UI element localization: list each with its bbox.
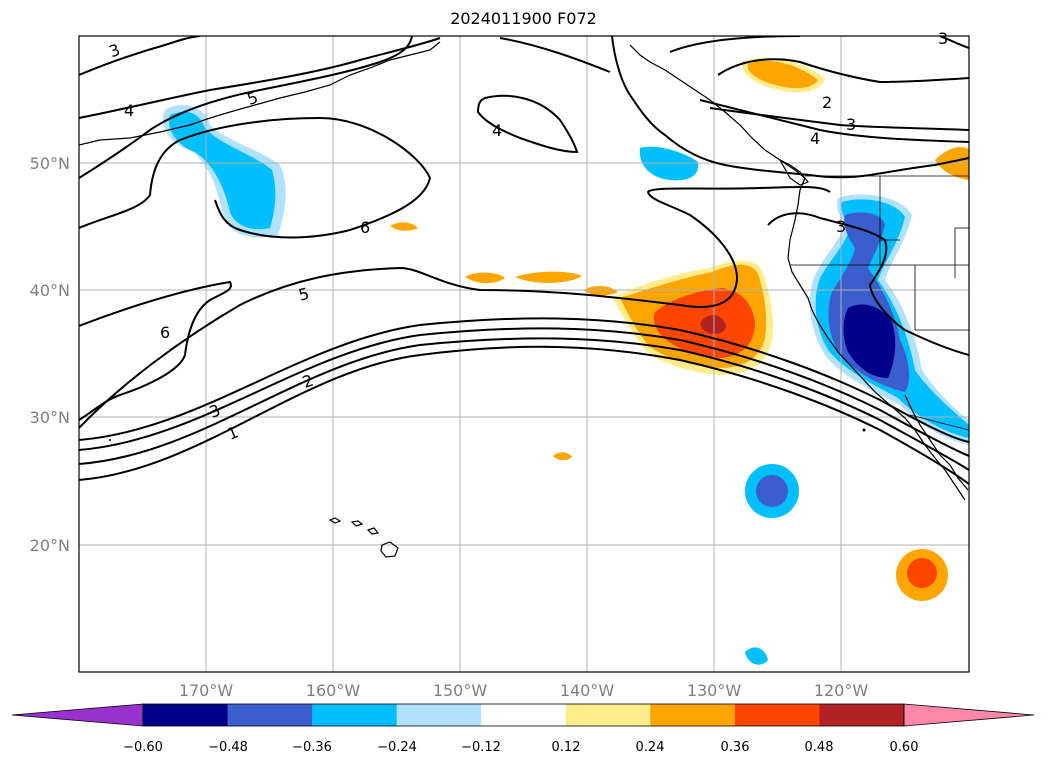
contour-2: [79, 337, 969, 471]
alaska-coast: [79, 41, 441, 146]
political-borders: [790, 175, 969, 431]
colorbar-tick-label: −0.60: [123, 740, 163, 755]
negative-anomaly-region: [745, 647, 768, 665]
contour-label: 6: [360, 218, 370, 237]
lat-label: 20°N: [30, 536, 70, 555]
negative-anomaly-region: [843, 304, 896, 378]
contour-ne-top: [669, 36, 801, 53]
colorbar-tick-label: 0.36: [721, 740, 750, 755]
lon-label: 170°W: [179, 681, 234, 700]
colorbar-segment: [143, 704, 229, 726]
lon-label: 140°W: [560, 681, 615, 700]
contour-5-north: [79, 36, 413, 179]
longitude-labels: 170°W 160°W 150°W 140°W 130°W 120°W: [179, 681, 869, 700]
contour-3: [79, 327, 969, 457]
colorbar-segment: [396, 704, 482, 726]
latitude-labels: 50°N 40°N 30°N 20°N: [30, 154, 70, 555]
lon-label: 120°W: [814, 681, 869, 700]
contour-3-north: [79, 36, 201, 76]
negative-anomaly-region: [168, 111, 276, 230]
contour-label: 2: [822, 93, 832, 112]
contour-4-north: [79, 37, 611, 119]
contour-2-ne: [717, 58, 969, 84]
hawaii-islands: [328, 517, 399, 558]
colorbar-segment: [819, 704, 905, 726]
colorbar-tick-label: −0.48: [208, 740, 248, 755]
contour-label: 3: [938, 29, 948, 48]
positive-anomaly-region: [700, 315, 726, 334]
contour-large: [611, 36, 969, 179]
colorbar-extend-low: [11, 703, 144, 727]
colorbar-segment: [650, 704, 736, 726]
lon-label: 150°W: [433, 681, 488, 700]
lat-label: 40°N: [30, 281, 70, 300]
contour-label: 3: [836, 217, 846, 236]
colorbar-outline: [142, 703, 905, 727]
map-title: 2024011900 F072: [450, 9, 597, 28]
positive-anomaly-region: [747, 60, 818, 89]
lat-label: 30°N: [30, 408, 70, 427]
colorbar: [11, 703, 1035, 727]
contour-3b: [79, 317, 969, 443]
positive-anomaly-region: [465, 272, 505, 284]
colorbar-segment: [734, 704, 820, 726]
colorbar-extend-high: [903, 703, 1035, 727]
positive-anomaly-region: [583, 286, 618, 296]
vancouver-island: [778, 158, 809, 186]
lon-label: 130°W: [687, 681, 742, 700]
contour-label: 4: [124, 101, 134, 120]
contour-label: 3: [846, 115, 856, 134]
colorbar-tick-label: −0.12: [461, 740, 501, 755]
colorbar-tick-labels: −0.60 −0.48 −0.36 −0.24 −0.12 0.12 0.24 …: [123, 740, 918, 755]
contour-corner: [939, 36, 969, 49]
colorbar-tick-label: 0.24: [636, 740, 665, 755]
negative-anomaly-region: [756, 475, 788, 507]
contour-4-mid: [476, 94, 579, 154]
colorbar-segment: [565, 704, 651, 726]
colorbar-segment: [312, 704, 398, 726]
contour-label: 4: [810, 129, 820, 148]
colorbar-tick-label: −0.24: [377, 740, 417, 755]
positive-anomaly-region: [390, 222, 418, 231]
shaded-field-layer: [162, 57, 969, 665]
contour-labels: 3 4 5 4 6 6 5 2 3 1 2 3 4 3 3: [107, 29, 949, 444]
contour-3-cal: [767, 212, 969, 356]
colorbar-tick-label: 0.12: [552, 740, 581, 755]
lat-label: 50°N: [30, 154, 70, 173]
alaska-panhandle-coast: [629, 44, 806, 179]
contour-1: [79, 345, 969, 485]
positive-anomaly-region: [553, 452, 572, 461]
na-west-coast: [787, 177, 966, 501]
positive-anomaly-region: [935, 147, 969, 180]
contour-3-ne: [709, 107, 969, 131]
contour-label: 6: [160, 323, 170, 342]
positive-anomaly-region: [907, 558, 937, 588]
contour-label: 3: [107, 40, 123, 61]
contour-label: 5: [297, 284, 312, 305]
coastlines: [79, 41, 969, 558]
contour-label: 3: [207, 400, 224, 421]
colorbar-segment: [227, 704, 313, 726]
contour-4-ne: [699, 99, 969, 143]
lon-label: 160°W: [306, 681, 361, 700]
contour-6-west: [79, 280, 232, 421]
colorbar-segment: [481, 704, 567, 726]
contour-label: 4: [492, 121, 502, 140]
colorbar-tick-label: 0.60: [890, 740, 919, 755]
contour-label: 2: [300, 370, 316, 391]
colorbar-tick-label: −0.36: [292, 740, 332, 755]
colorbar-tick-label: 0.48: [805, 740, 834, 755]
contour-5-west: [79, 185, 831, 429]
contour-6-mid: [79, 116, 432, 239]
positive-anomaly-region: [515, 271, 582, 283]
map-frame: [78, 35, 970, 673]
